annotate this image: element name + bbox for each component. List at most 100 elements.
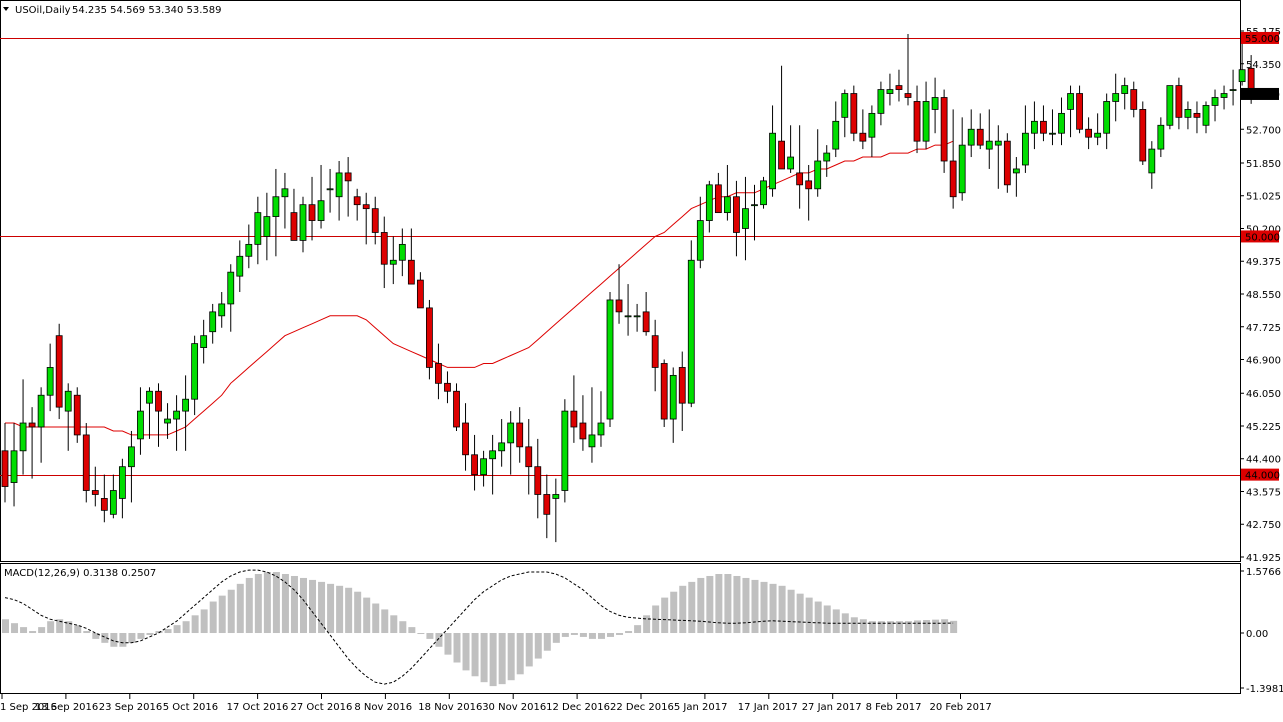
macd-hist-bar <box>110 633 118 647</box>
y-tick-label: 51.025 <box>1246 192 1281 203</box>
macd-hist-bar <box>625 631 633 634</box>
candle-body <box>561 410 569 491</box>
candle <box>760 176 767 209</box>
macd-hist-bar <box>796 593 804 634</box>
candle-body <box>1193 112 1201 118</box>
hline-price-label: 50.000 <box>1245 232 1280 243</box>
candle <box>895 69 903 102</box>
macd-hist-bar <box>814 601 822 634</box>
macd-hist-bar <box>787 589 795 634</box>
candle <box>353 188 361 221</box>
candle <box>1157 117 1165 158</box>
macd-hist-bar <box>11 623 19 634</box>
candle <box>173 395 180 451</box>
macd-hist-bar <box>941 619 949 634</box>
x-tick-label: 1 Sep 2016 <box>0 702 57 713</box>
candle-body <box>164 418 171 424</box>
candle-body <box>137 410 144 440</box>
macd-hist-bar <box>164 629 172 634</box>
candle-body <box>155 390 162 412</box>
candle <box>362 192 370 245</box>
candle <box>416 272 424 309</box>
candle-body <box>37 394 45 428</box>
current-price-tag <box>1241 87 1279 100</box>
candle <box>82 423 90 503</box>
candle-body <box>778 140 785 170</box>
candle <box>435 343 442 400</box>
macd-hist-bar <box>706 575 714 634</box>
candle-body <box>985 140 993 150</box>
candle <box>326 168 334 213</box>
y-tick-label: 47.725 <box>1246 323 1281 334</box>
macd-hist-bar <box>895 621 903 634</box>
candle <box>335 161 343 221</box>
candle-body <box>733 196 740 233</box>
candle-body <box>146 390 153 404</box>
candle-body <box>543 494 551 515</box>
ohlc-readout: 54.235 54.569 53.340 53.589 <box>72 5 222 16</box>
candle <box>1238 37 1246 86</box>
candle <box>958 117 966 201</box>
candle <box>606 292 614 427</box>
candle-body <box>588 434 596 448</box>
candle-body <box>678 367 686 404</box>
x-tick-label: 12 Dec 2016 <box>546 702 610 713</box>
macd-hist-bar <box>597 633 605 639</box>
candle-body <box>868 112 876 138</box>
macd-hist-bar <box>399 621 407 634</box>
candle-body <box>940 97 948 162</box>
candle-body <box>1 450 9 487</box>
candle <box>1148 141 1156 189</box>
candle-body <box>308 204 316 221</box>
candle-body <box>1157 124 1165 150</box>
candle-body <box>760 180 767 206</box>
macd-hist-bar <box>444 633 452 655</box>
candle <box>1121 77 1129 110</box>
candle <box>931 77 939 134</box>
candle-body <box>1229 89 1237 91</box>
macd-hist-bar <box>309 579 317 634</box>
y-tick-label: 48.550 <box>1246 290 1281 301</box>
candle-body <box>696 220 704 261</box>
moving-average <box>5 140 954 436</box>
candle-body <box>1121 85 1129 94</box>
candle <box>651 319 659 392</box>
candle <box>850 85 858 142</box>
candle <box>299 196 307 253</box>
candle <box>254 196 262 265</box>
candle-body <box>570 410 578 428</box>
candle-body <box>904 93 912 98</box>
candle <box>724 164 731 221</box>
macd-hist-bar <box>20 627 28 634</box>
macd-hist-bar <box>760 581 768 634</box>
candle <box>886 73 894 106</box>
x-tick-label: 20 Feb 2017 <box>930 702 992 713</box>
candle <box>109 474 117 519</box>
candle-body <box>1049 132 1056 135</box>
candle-body <box>651 335 659 368</box>
candle-body <box>886 89 894 94</box>
triangle-down-icon[interactable] <box>3 7 9 11</box>
candle-body <box>471 454 478 476</box>
y-tick-label: 42.750 <box>1246 520 1281 531</box>
candle <box>1040 105 1047 142</box>
x-tick-label: 5 Jan 2017 <box>674 702 728 713</box>
candle-body <box>922 101 930 142</box>
candle <box>1184 101 1192 130</box>
macd-hist-bar <box>832 609 840 634</box>
candle <box>742 176 749 261</box>
candle-body <box>642 311 650 333</box>
price-pane-frame <box>0 0 1241 562</box>
candle <box>976 113 984 150</box>
candle <box>209 303 217 344</box>
candle <box>994 125 1002 189</box>
candle <box>182 375 190 451</box>
candle-body <box>1103 101 1111 134</box>
candle <box>561 399 569 503</box>
candle <box>1220 85 1228 110</box>
candle <box>669 367 677 443</box>
current-price-label: 53.589 <box>1245 90 1280 101</box>
y-tick-label: 43.575 <box>1246 487 1281 498</box>
